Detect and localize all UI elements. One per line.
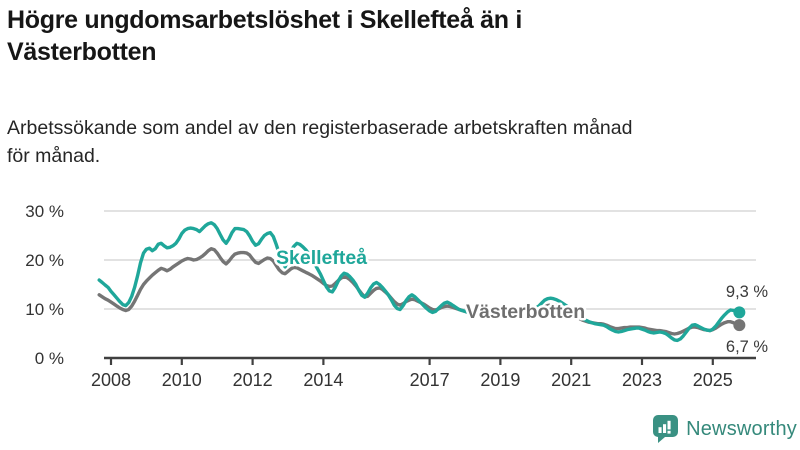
- series-line-västerbotten: [97, 246, 742, 336]
- series-label-västerbotten: Västerbotten: [466, 301, 585, 323]
- x-axis-tick-label: 2023: [622, 370, 662, 390]
- chart-subtitle-line-2: för månad.: [7, 145, 101, 167]
- end-value-label-skellefteå: 9,3 %: [726, 283, 769, 301]
- end-value-label-västerbotten: 6,7 %: [726, 338, 769, 356]
- newsworthy-logo-text: Newsworthy: [686, 417, 797, 440]
- newsworthy-logo-icon: [652, 414, 679, 444]
- x-axis-tick-label: 2021: [551, 370, 591, 390]
- x-axis-tick-label: 2019: [480, 370, 520, 390]
- chart-title-line-2: Västerbotten: [7, 38, 157, 66]
- series-line-skellefteå: [97, 221, 742, 343]
- chart-subtitle: Arbetssökande som andel av den registerb…: [7, 114, 793, 170]
- x-axis-tick-label: 2014: [303, 370, 343, 390]
- chart-title: Högre ungdomsarbetslöshet i Skellefteå ä…: [7, 4, 793, 68]
- x-axis-tick-label: 2017: [410, 370, 450, 390]
- end-dot-västerbotten: [733, 319, 746, 332]
- chart-title-line-1: Högre ungdomsarbetslöshet i Skellefteå ä…: [7, 6, 523, 34]
- chart-subtitle-line-1: Arbetssökande som andel av den registerb…: [7, 117, 633, 139]
- y-axis-tick-label: 10 %: [25, 300, 64, 319]
- end-dot-skellefteå: [733, 306, 746, 319]
- newsworthy-logo: Newsworthy: [652, 414, 797, 444]
- x-axis-tick-label: 2025: [693, 370, 733, 390]
- x-axis-tick-label: 2010: [162, 370, 202, 390]
- x-axis-tick-label: 2008: [91, 370, 131, 390]
- series-label-skellefteå: Skellefteå: [276, 246, 367, 269]
- y-axis-tick-label: 0 %: [35, 349, 64, 368]
- x-axis-tick-label: 2012: [233, 370, 273, 390]
- y-axis-tick-label: 20 %: [25, 251, 64, 270]
- y-axis-tick-label: 30 %: [25, 202, 64, 221]
